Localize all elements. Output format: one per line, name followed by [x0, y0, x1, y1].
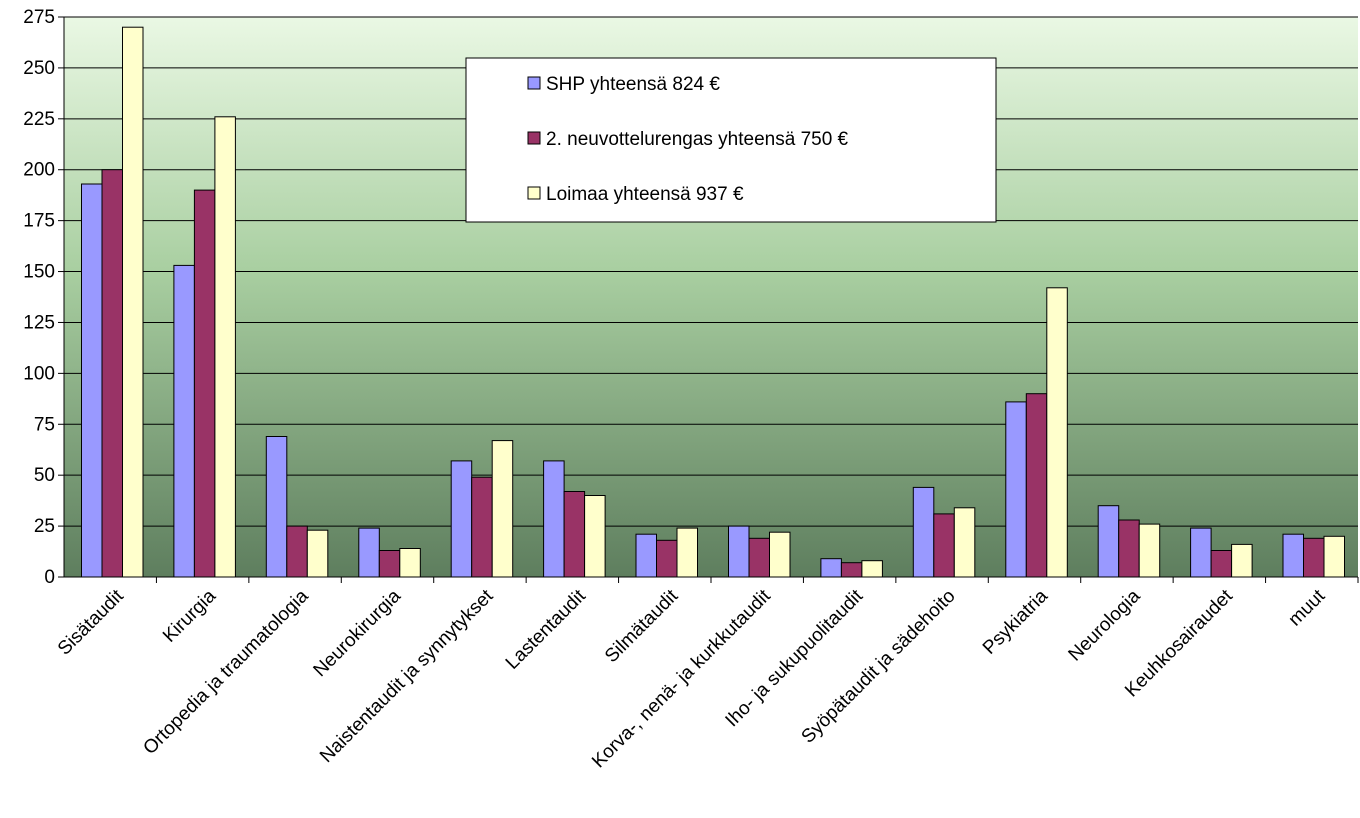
bar-3-13 — [1231, 543, 1253, 578]
bar-3-11 — [1046, 287, 1068, 578]
x-category-label: Ortopedia ja traumatologia — [139, 585, 312, 758]
bar-2-9 — [840, 562, 863, 578]
bar-1-12 — [1097, 505, 1120, 578]
legend-label-2: 2. neuvottelurengas yhteensä 750 € — [546, 129, 849, 150]
bar-1-9 — [820, 558, 842, 578]
y-tick-label: 225 — [23, 109, 55, 130]
bar-2-7 — [656, 539, 678, 578]
x-category-label: Neurokirurgia — [310, 585, 406, 681]
bar-3-1 — [122, 26, 144, 578]
bar-1-4 — [358, 527, 380, 578]
x-category-label: Korva-, nenä- ja kurkkutaudit — [588, 585, 775, 772]
legend-label-1: SHP yhteensä 824 € — [546, 74, 720, 95]
bar-3-7 — [676, 527, 698, 578]
bar-1-5 — [450, 460, 473, 578]
y-tick-label: 25 — [34, 516, 55, 537]
bar-1-3 — [265, 436, 288, 578]
legend-swatch-2 — [527, 131, 541, 145]
y-tick-label: 175 — [23, 211, 55, 232]
bar-3-2 — [214, 116, 236, 578]
y-tick-label: 0 — [44, 567, 55, 588]
x-category-label: muut — [1285, 585, 1330, 630]
bar-2-14 — [1303, 537, 1325, 578]
legend-box — [465, 57, 997, 223]
bar-2-8 — [748, 537, 770, 578]
bar-2-4 — [378, 550, 401, 578]
bar-1-10 — [912, 486, 935, 578]
y-tick-label: 200 — [23, 160, 55, 181]
bar-2-6 — [563, 491, 586, 578]
bar-3-4 — [399, 548, 421, 578]
bar-2-12 — [1118, 519, 1140, 578]
x-category-label: Syöpätaudit ja sädehoito — [798, 586, 960, 748]
x-category-label: Sisätaudit — [54, 585, 128, 659]
bar-1-1 — [81, 183, 103, 578]
x-category-label: Silmätaudit — [601, 585, 683, 667]
legend: SHP yhteensä 824 € 2. neuvottelurengas yh… — [465, 57, 997, 223]
x-category-label: Psykiatria — [979, 585, 1052, 658]
bar-3-8 — [769, 531, 791, 578]
bar-3-12 — [1138, 523, 1161, 578]
y-tick-label: 100 — [23, 363, 55, 384]
x-category-label: Kirurgia — [159, 585, 220, 646]
bar-2-10 — [933, 513, 955, 578]
bar-2-1 — [101, 169, 123, 578]
bar-1-11 — [1005, 401, 1027, 578]
x-category-label: Neurologia — [1065, 585, 1145, 665]
bar-2-3 — [286, 525, 308, 578]
bar-1-6 — [543, 460, 565, 578]
y-tick-label: 75 — [34, 414, 55, 435]
bar-3-3 — [306, 529, 329, 578]
bar-2-13 — [1210, 550, 1233, 578]
y-tick-label: 125 — [23, 312, 55, 333]
x-category-label: Naistentaudit ja synnytykset — [316, 585, 498, 767]
y-tick-label: 150 — [23, 262, 55, 283]
bar-1-13 — [1190, 527, 1212, 578]
y-tick-label: 250 — [23, 58, 55, 79]
bar-1-7 — [635, 533, 657, 578]
legend-swatch-1 — [527, 76, 541, 90]
legend-label-3: Loimaa yhteensä 937 € — [546, 184, 744, 205]
y-tick-label: 275 — [23, 7, 55, 28]
y-axis-ticks: 0 25 50 75 100 125 150 175 200 225 250 275 — [23, 7, 64, 588]
bar-1-14 — [1282, 533, 1304, 578]
bar-1-2 — [173, 264, 195, 578]
bar-3-14 — [1323, 535, 1345, 578]
bar-2-11 — [1025, 393, 1048, 578]
y-tick-label: 50 — [34, 465, 55, 486]
legend-swatch-3 — [527, 186, 541, 200]
x-category-label: Lastentaudit — [502, 585, 591, 674]
axes — [63, 17, 1359, 583]
bar-3-10 — [953, 507, 976, 578]
bar-2-2 — [193, 189, 216, 578]
bar-3-9 — [861, 560, 883, 578]
bar-1-8 — [728, 525, 750, 578]
bar-3-5 — [491, 440, 514, 578]
bar-3-6 — [584, 495, 606, 578]
bar-2-5 — [471, 476, 493, 578]
